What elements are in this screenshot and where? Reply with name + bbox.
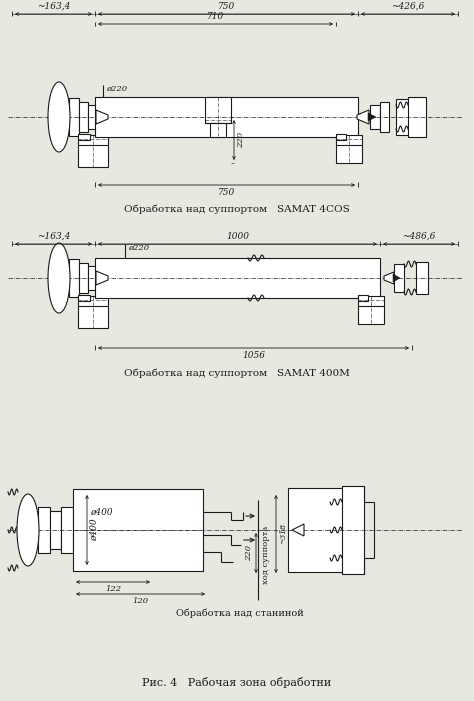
Text: ~163,4: ~163,4 — [37, 2, 70, 11]
Polygon shape — [357, 110, 369, 124]
Bar — [370, 105, 380, 129]
Text: ø400: ø400 — [90, 519, 99, 541]
Bar — [210, 123, 226, 137]
Text: 1056: 1056 — [242, 351, 265, 360]
Bar — [336, 135, 362, 163]
Bar — [408, 97, 426, 137]
Bar — [78, 134, 90, 140]
Ellipse shape — [48, 243, 70, 313]
Bar — [396, 99, 422, 135]
Bar — [79, 263, 88, 293]
Bar — [205, 97, 231, 123]
Text: 1000: 1000 — [226, 232, 249, 241]
Text: Обработка над станиной: Обработка над станиной — [176, 608, 304, 618]
Bar — [288, 488, 343, 572]
Polygon shape — [96, 110, 108, 124]
Polygon shape — [384, 272, 394, 284]
Text: 122: 122 — [105, 585, 121, 593]
Bar — [95, 97, 358, 137]
Ellipse shape — [17, 494, 39, 566]
Bar — [38, 507, 50, 553]
Text: ø220: ø220 — [128, 244, 149, 252]
Bar — [416, 262, 428, 294]
Text: ~163,4: ~163,4 — [37, 232, 70, 241]
Text: ~486,6: ~486,6 — [402, 232, 436, 241]
Text: 750: 750 — [218, 188, 235, 197]
Bar — [394, 264, 404, 292]
Text: ø220: ø220 — [106, 85, 127, 93]
Text: ø400: ø400 — [90, 508, 113, 517]
Text: Обработка над суппортом   SAMAT 4COS: Обработка над суппортом SAMAT 4COS — [124, 205, 350, 215]
Bar — [50, 511, 61, 549]
Text: Рис. 4   Рабочая зона обработни: Рис. 4 Рабочая зона обработни — [142, 677, 332, 688]
Bar — [336, 134, 346, 140]
Text: Обработка над суппортом   SAMAT 400M: Обработка над суппортом SAMAT 400M — [124, 368, 350, 378]
Bar — [358, 295, 368, 301]
Polygon shape — [368, 113, 376, 121]
Polygon shape — [96, 271, 108, 285]
Text: 750: 750 — [218, 2, 235, 11]
Bar — [342, 486, 364, 574]
Text: 220: 220 — [237, 132, 245, 148]
Bar — [88, 105, 98, 129]
Text: 710: 710 — [207, 12, 224, 21]
Bar — [78, 296, 108, 328]
Bar — [88, 266, 98, 290]
Text: 220: 220 — [245, 545, 253, 561]
Bar — [69, 259, 79, 297]
Text: ~426,6: ~426,6 — [392, 2, 425, 11]
Polygon shape — [292, 524, 304, 536]
Bar — [78, 295, 90, 301]
Bar — [61, 507, 73, 553]
Bar — [95, 258, 380, 298]
Text: ~318: ~318 — [279, 524, 287, 545]
Text: ход суппорта: ход суппорта — [262, 526, 270, 584]
Bar — [358, 296, 384, 324]
Bar — [79, 102, 88, 132]
Polygon shape — [393, 274, 400, 282]
Bar — [69, 98, 79, 136]
Bar — [73, 489, 203, 571]
Text: 120: 120 — [132, 597, 148, 605]
Ellipse shape — [48, 82, 70, 152]
Bar — [380, 102, 389, 132]
Bar — [78, 135, 108, 167]
